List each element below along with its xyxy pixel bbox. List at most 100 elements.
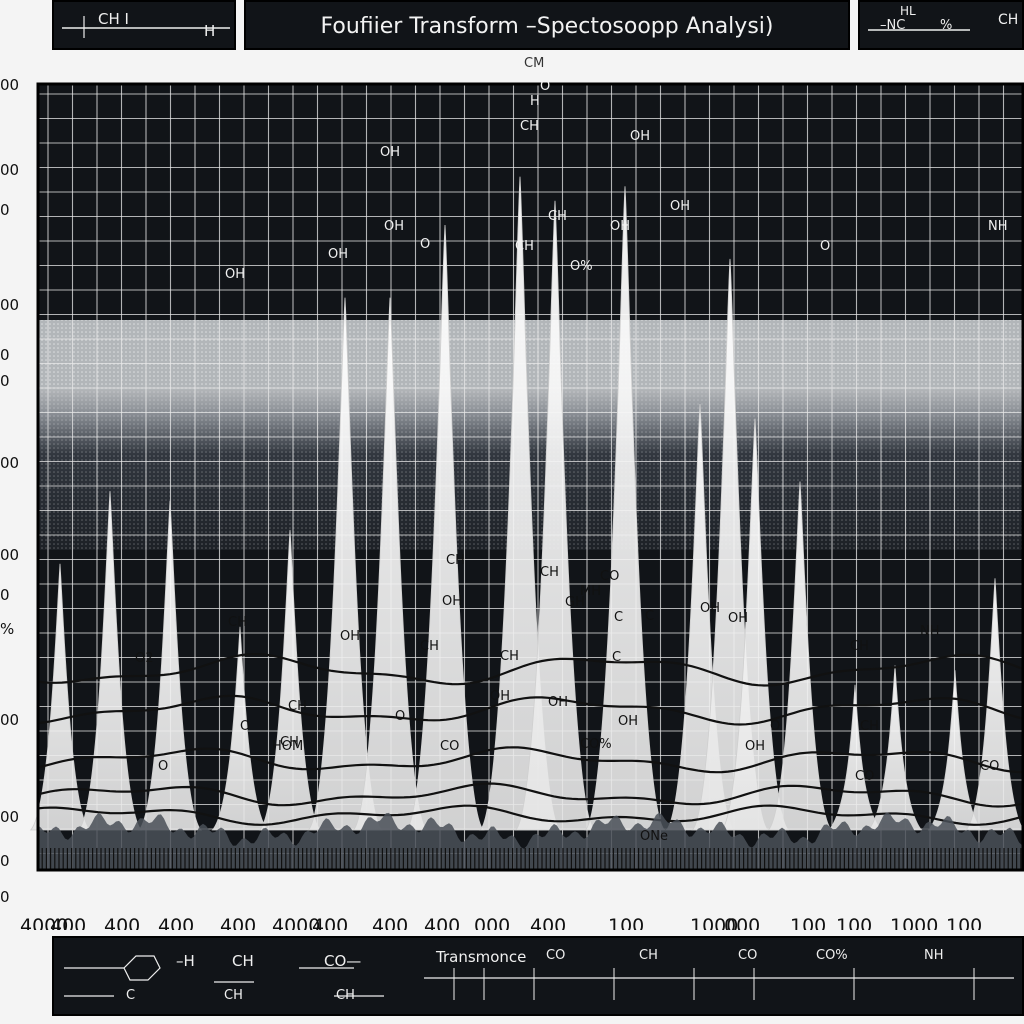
y-tick-label: 00 [0,808,19,826]
peak-annotation: CH [446,553,465,568]
footer-sub-3: CH [336,988,355,1003]
x-tick-label: 100 [836,915,872,930]
baseline-curves [36,82,1024,872]
peak-annotations: OHCHOHHOCHOHOO%OHOOHCHO2CHOHCHOHCOOHOHOH… [135,79,1008,844]
x-tick-label: 4000 [272,915,320,930]
spectrum-peak [514,200,596,831]
x-tick-label: 400 [530,915,566,930]
footer-label-1: –H [176,952,195,970]
header-left-label: CH I [98,10,129,28]
footer-box: –H CH CO— Transmonce CO CH CO CO% NH C C… [52,936,1024,1016]
peak-annotation: OH [225,267,245,282]
spectrum-peak [584,186,666,831]
footer-label-3: CO— [324,952,362,970]
x-tick-label: 4000 [20,915,68,930]
x-tick-label: 400 [312,915,348,930]
footer-label-7: CO [738,948,758,963]
spectrum-peak [77,491,143,831]
peak-annotation: OH [618,714,638,729]
footer-label-6: CH [639,948,658,963]
header-left-sub: H [204,22,216,40]
spectrum-peak [137,500,203,831]
x-tick-label: 100 [946,915,982,930]
peak-annotation: HOM [272,739,303,754]
peak-annotation: CH [280,735,299,750]
spectrum-peak [29,563,91,831]
peak-annotation: C [645,609,654,624]
peak-annotation: C [612,650,621,665]
peak-annotation: O [820,239,830,254]
peak-annotation: O% [570,259,593,274]
y-tick-label: 00 [0,76,19,94]
y-tick-label: 00 [0,454,19,472]
y-tick-label: 0 [0,346,10,364]
peak-annotation: NH [920,624,940,639]
peak-annotation: O [395,709,405,724]
peak-annotation: H [530,94,540,109]
peak-annotation: CH [860,719,879,734]
spectrum-peak [405,224,485,831]
peak-annotation: OH [670,199,690,214]
y-tick-label: 00 [0,711,19,729]
x-tick-label: 100 [608,915,644,930]
peak-annotation: CH [520,119,539,134]
peak-annotation: OH [490,689,510,704]
footer-structures-icon [64,955,1014,1000]
header-right-label-1: –NC [880,18,906,33]
baseline-curve [37,804,1023,826]
y-tick-label: 00 [0,161,19,179]
peak-annotation: OH [745,739,765,754]
x-tick-label: 400 [104,915,140,930]
peak-annotation: CH [540,565,559,580]
y-tick-label: 0 [0,888,10,906]
peak-annotation: O [540,79,550,94]
peak-annotation: OH [340,629,360,644]
peak-annotation: CH [288,699,307,714]
spectrum-peak [720,418,790,831]
peak-annotation: O2 [135,651,154,666]
peak-annotation: OH [380,145,400,160]
peak-annotation: C [614,610,623,625]
peak-annotation: CO [855,769,874,784]
x-tick-label: 000 [724,915,760,930]
peak-annotation: CO [440,739,459,754]
peak-annotation: O [240,719,250,734]
footer-label-8: CO% [816,948,848,963]
peak-annotation: CO [600,569,619,584]
peak-annotation: CH [420,639,439,654]
peak-annotation: OH [384,219,404,234]
bright-band-texture [38,320,1024,390]
spectrum-peaks [29,176,1024,831]
peak-annotation: O [770,719,780,734]
peak-annotation: GH [565,595,585,610]
peak-annotation: MH [580,584,601,599]
footer-label-5: CO [546,948,566,963]
x-tick-label: 000 [474,915,510,930]
peak-annotation: OH [610,219,630,234]
x-tick-label: 1000 [890,915,938,930]
x-tick-label: 400 [424,915,460,930]
peak-annotation: OH [630,129,650,144]
peak-annotation: OH [442,594,462,609]
peak-annotation: OH [700,601,720,616]
peak-annotation: CH [228,615,247,630]
footer-sub-2: CH [224,988,243,1003]
baseline-curve [37,652,1023,687]
spectrum-peak [307,297,383,831]
peak-annotation: CH [850,639,869,654]
peak-annotation: NH [988,219,1008,234]
structure-left-icon [62,16,230,38]
baseline-curve [37,746,1023,774]
y-tick-label: % [0,620,14,638]
spectrum-peak [352,297,428,831]
spectrum-peak [211,626,269,831]
peak-annotation: OH [728,611,748,626]
spectrum-peak [828,684,882,831]
baseline-curve [37,782,1023,808]
header-right-box: HL –NC % CH [858,0,1024,50]
peak-annotation: O [158,759,168,774]
y-tick-label: 0 [0,372,10,390]
peak-annotation: CH [500,649,519,664]
peak-annotation: OH [548,695,568,710]
